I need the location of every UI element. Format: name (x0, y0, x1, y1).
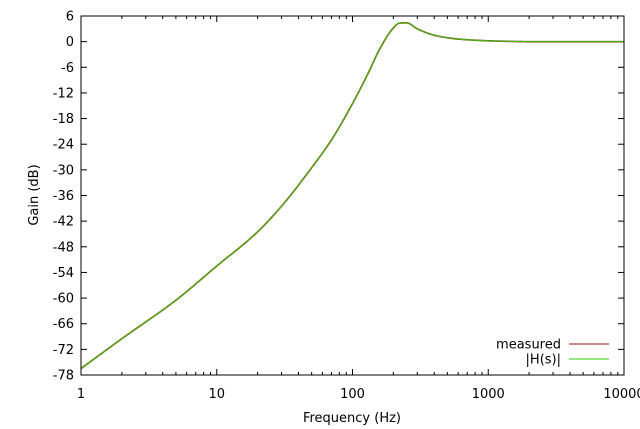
x-tick-label: 100 (340, 387, 365, 402)
legend-label: |H(s)| (526, 353, 561, 368)
axis-tick-labels: 6 0 -6 -12 -18 -24 -30 -36 -42 -48 -54 -60 -66 -72 -78… (53, 10, 640, 403)
legend-label: measured (496, 338, 561, 353)
x-tick-label: 10 (208, 387, 225, 402)
x-tick-label: 1000 (472, 387, 505, 402)
y-tick-label: -48 (53, 240, 74, 255)
y-tick-label: 0 (66, 35, 74, 50)
y-tick-label: -66 (53, 317, 74, 332)
y-tick-label: -78 (53, 369, 74, 384)
y-tick-label: -42 (53, 215, 74, 230)
x-tick-label: 10000 (603, 387, 640, 402)
y-tick-label: 6 (66, 10, 74, 25)
y-tick-label: -6 (61, 61, 74, 76)
y-axis-label: Gain (dB) (27, 164, 42, 225)
y-tick-label: -24 (53, 138, 74, 153)
y-tick-label: -54 (53, 266, 74, 281)
legend: measured|H(s)| (496, 338, 609, 368)
x-axis-label: Frequency (Hz) (303, 411, 401, 426)
y-tick-label: -30 (53, 163, 74, 178)
x-tick-label: 1 (77, 387, 85, 402)
y-tick-label: -12 (53, 86, 74, 101)
y-tick-label: -72 (53, 343, 74, 358)
series-lines (80, 22, 624, 370)
series-line (80, 22, 624, 369)
plot-frame (80, 15, 625, 376)
y-tick-label: -18 (53, 112, 74, 127)
y-tick-label: -36 (53, 189, 74, 204)
y-tick-label: -60 (53, 292, 74, 307)
